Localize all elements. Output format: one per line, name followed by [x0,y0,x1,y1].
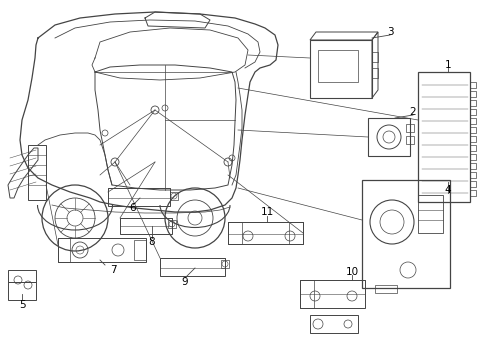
Bar [406,124,414,132]
Bar [310,40,372,98]
Bar [300,280,365,294]
Bar [470,118,476,124]
Bar [470,190,476,196]
Bar [406,136,414,144]
Bar [120,218,172,226]
Bar [8,282,36,300]
Bar [310,315,358,333]
Bar [368,118,410,156]
Text: 11: 11 [260,207,273,217]
Text: 2: 2 [410,107,416,117]
Bar [160,258,225,276]
Bar [168,220,176,228]
Bar [470,172,476,178]
Bar [375,285,397,293]
Bar [58,238,146,262]
Bar [470,91,476,97]
Bar [418,72,470,202]
Bar [108,188,170,198]
Bar [160,258,225,268]
Bar [418,195,443,233]
Bar [170,192,178,200]
Bar [28,145,46,200]
Bar [470,82,476,88]
Bar [108,188,170,206]
Bar [8,270,36,282]
Text: 7: 7 [110,265,116,275]
Bar [300,280,314,308]
Bar [362,180,450,288]
Bar [470,163,476,169]
Bar [470,100,476,106]
Text: 9: 9 [182,277,188,287]
Bar [300,280,365,308]
Bar [372,68,378,78]
Bar [289,222,303,244]
Bar [134,240,146,260]
Text: 5: 5 [19,300,25,310]
Bar [228,222,303,244]
Text: 4: 4 [445,185,451,195]
Bar [470,154,476,160]
Bar [470,127,476,133]
Bar [58,238,70,262]
Bar [470,145,476,151]
Text: 3: 3 [387,27,393,37]
Bar [221,260,229,268]
Text: 8: 8 [148,237,155,247]
Bar [470,136,476,142]
Text: 10: 10 [345,267,359,277]
Bar [228,222,242,244]
Bar [470,181,476,187]
Bar [470,109,476,115]
Bar [372,52,378,62]
Text: 6: 6 [130,203,136,213]
Bar [318,50,358,82]
Bar [120,218,172,234]
Bar [228,222,303,234]
Text: 1: 1 [445,60,451,70]
